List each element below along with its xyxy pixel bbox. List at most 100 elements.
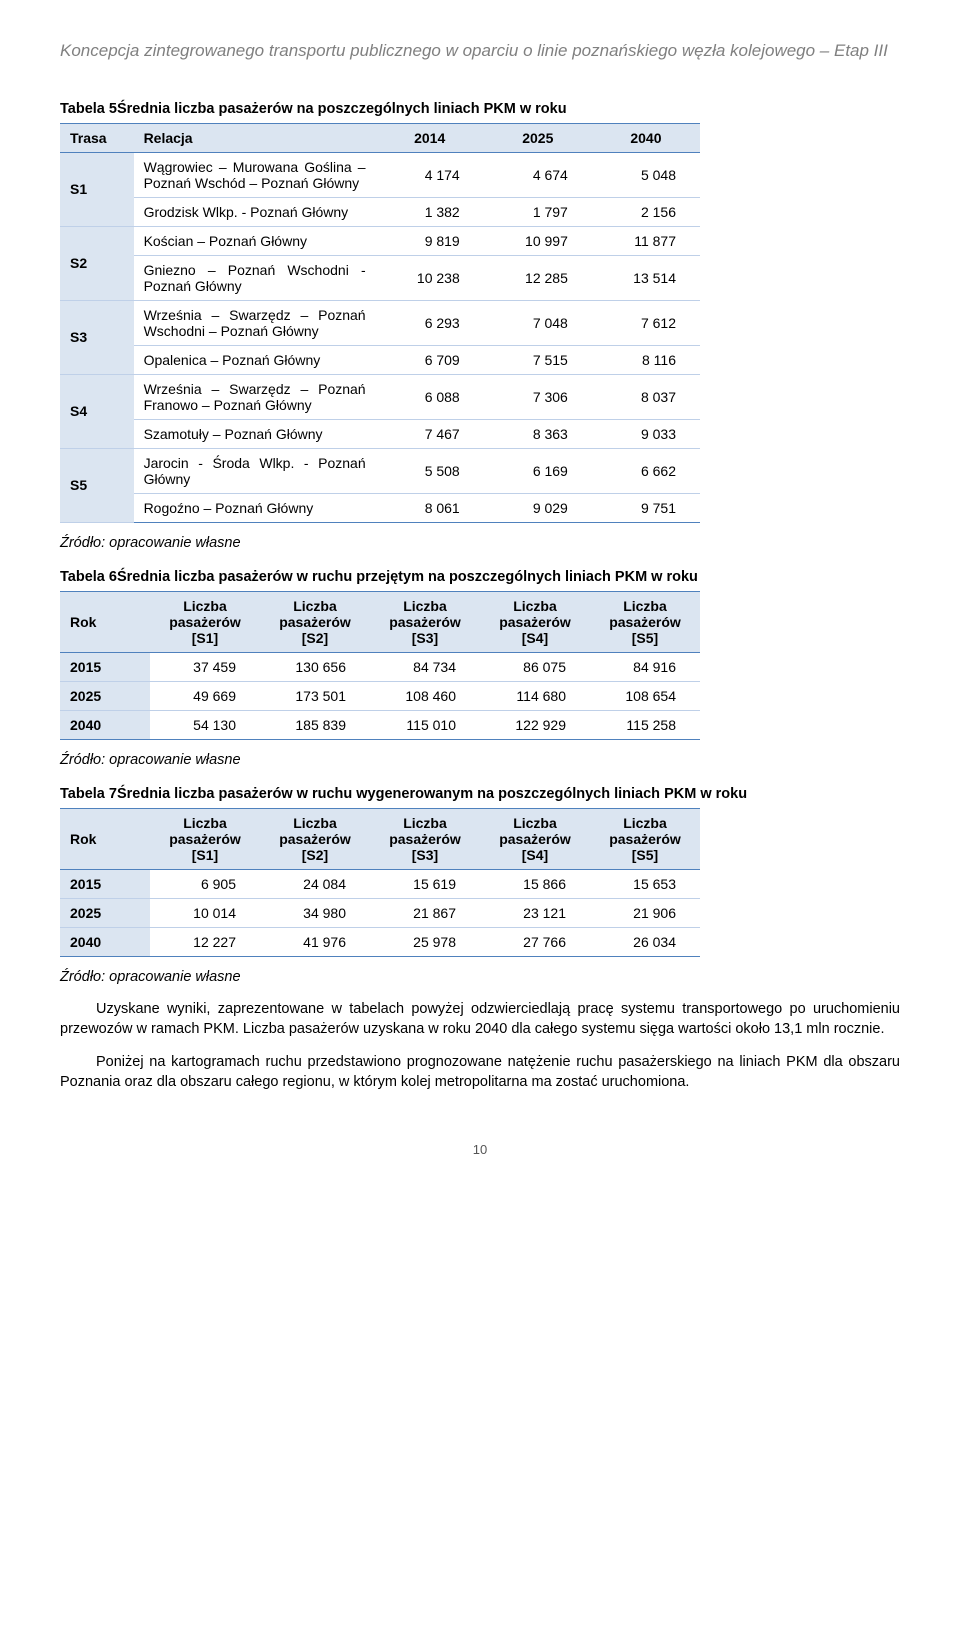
t5-value-cell: 7 467 xyxy=(376,419,484,448)
value-cell: 21 906 xyxy=(590,898,700,927)
t5-group-code: S1 xyxy=(60,152,134,226)
value-cell: 24 084 xyxy=(260,869,370,898)
t5-relacja-cell: Września – Swarzędz – Poznań Franowo – P… xyxy=(134,374,376,419)
t6-head-rok: Rok xyxy=(60,591,150,652)
t6-head-s5: Liczba pasażerów [S5] xyxy=(590,591,700,652)
t5-value-cell: 12 285 xyxy=(484,255,592,300)
t5-relacja-cell: Września – Swarzędz – Poznań Wschodni – … xyxy=(134,300,376,345)
value-cell: 21 867 xyxy=(370,898,480,927)
value-cell: 115 258 xyxy=(590,710,700,739)
t5-relacja-cell: Gniezno – Poznań Wschodni - Poznań Główn… xyxy=(134,255,376,300)
value-cell: 26 034 xyxy=(590,927,700,956)
table5-source: Źródło: opracowanie własne xyxy=(60,535,900,551)
value-cell: 84 734 xyxy=(370,652,480,681)
value-cell: 15 653 xyxy=(590,869,700,898)
t5-value-cell: 2 156 xyxy=(592,197,700,226)
t7-head-s3: Liczba pasażerów [S3] xyxy=(370,808,480,869)
t5-value-cell: 6 293 xyxy=(376,300,484,345)
paragraph-2: Poniżej na kartogramach ruchu przedstawi… xyxy=(60,1052,900,1093)
t5-value-cell: 6 662 xyxy=(592,448,700,493)
t5-group-code: S3 xyxy=(60,300,134,374)
t5-value-cell: 13 514 xyxy=(592,255,700,300)
value-cell: 108 460 xyxy=(370,681,480,710)
t5-relacja-cell: Grodzisk Wlkp. - Poznań Główny xyxy=(134,197,376,226)
t5-value-cell: 10 238 xyxy=(376,255,484,300)
value-cell: 41 976 xyxy=(260,927,370,956)
t7-head-s5: Liczba pasażerów [S5] xyxy=(590,808,700,869)
value-cell: 34 980 xyxy=(260,898,370,927)
t5-value-cell: 9 029 xyxy=(484,493,592,522)
t5-value-cell: 7 612 xyxy=(592,300,700,345)
t7-head-s1: Liczba pasażerów [S1] xyxy=(150,808,260,869)
year-cell: 2015 xyxy=(60,652,150,681)
t5-value-cell: 5 048 xyxy=(592,152,700,197)
t5-head-2040: 2040 xyxy=(592,123,700,152)
table7-caption: Tabela 7Średnia liczba pasażerów w ruchu… xyxy=(60,786,900,802)
t5-group-code: S4 xyxy=(60,374,134,448)
value-cell: 115 010 xyxy=(370,710,480,739)
document-title: Koncepcja zintegrowanego transportu publ… xyxy=(60,40,900,63)
value-cell: 15 619 xyxy=(370,869,480,898)
paragraph-1: Uzyskane wyniki, zaprezentowane w tabela… xyxy=(60,999,900,1040)
t5-relacja-cell: Kościan – Poznań Główny xyxy=(134,226,376,255)
t5-head-2014: 2014 xyxy=(376,123,484,152)
t5-group-code: S5 xyxy=(60,448,134,522)
t5-value-cell: 9 819 xyxy=(376,226,484,255)
t5-value-cell: 1 797 xyxy=(484,197,592,226)
value-cell: 25 978 xyxy=(370,927,480,956)
value-cell: 15 866 xyxy=(480,869,590,898)
t5-group-code: S2 xyxy=(60,226,134,300)
t5-value-cell: 6 169 xyxy=(484,448,592,493)
t5-value-cell: 7 048 xyxy=(484,300,592,345)
t5-head-relacja: Relacja xyxy=(134,123,376,152)
table6-source: Źródło: opracowanie własne xyxy=(60,752,900,768)
t5-relacja-cell: Wągrowiec – Murowana Goślina – Poznań Ws… xyxy=(134,152,376,197)
t5-value-cell: 8 061 xyxy=(376,493,484,522)
t6-head-s2: Liczba pasażerów [S2] xyxy=(260,591,370,652)
year-cell: 2025 xyxy=(60,898,150,927)
t5-value-cell: 8 116 xyxy=(592,345,700,374)
t5-value-cell: 6 088 xyxy=(376,374,484,419)
value-cell: 49 669 xyxy=(150,681,260,710)
value-cell: 12 227 xyxy=(150,927,260,956)
t5-relacja-cell: Szamotuły – Poznań Główny xyxy=(134,419,376,448)
value-cell: 185 839 xyxy=(260,710,370,739)
value-cell: 23 121 xyxy=(480,898,590,927)
t7-head-s2: Liczba pasażerów [S2] xyxy=(260,808,370,869)
t6-head-s3: Liczba pasażerów [S3] xyxy=(370,591,480,652)
table7: Rok Liczba pasażerów [S1] Liczba pasażer… xyxy=(60,808,700,957)
t5-value-cell: 11 877 xyxy=(592,226,700,255)
t5-value-cell: 8 037 xyxy=(592,374,700,419)
value-cell: 54 130 xyxy=(150,710,260,739)
t7-head-s4: Liczba pasażerów [S4] xyxy=(480,808,590,869)
year-cell: 2015 xyxy=(60,869,150,898)
t5-value-cell: 1 382 xyxy=(376,197,484,226)
t5-value-cell: 4 174 xyxy=(376,152,484,197)
t5-value-cell: 5 508 xyxy=(376,448,484,493)
t5-value-cell: 7 515 xyxy=(484,345,592,374)
t6-head-s1: Liczba pasażerów [S1] xyxy=(150,591,260,652)
value-cell: 86 075 xyxy=(480,652,590,681)
value-cell: 114 680 xyxy=(480,681,590,710)
value-cell: 84 916 xyxy=(590,652,700,681)
t5-head-2025: 2025 xyxy=(484,123,592,152)
year-cell: 2040 xyxy=(60,710,150,739)
value-cell: 130 656 xyxy=(260,652,370,681)
table6: Rok Liczba pasażerów [S1] Liczba pasażer… xyxy=(60,591,700,740)
t7-head-rok: Rok xyxy=(60,808,150,869)
t6-head-s4: Liczba pasażerów [S4] xyxy=(480,591,590,652)
t5-relacja-cell: Opalenica – Poznań Główny xyxy=(134,345,376,374)
t5-value-cell: 8 363 xyxy=(484,419,592,448)
value-cell: 10 014 xyxy=(150,898,260,927)
value-cell: 173 501 xyxy=(260,681,370,710)
t5-value-cell: 6 709 xyxy=(376,345,484,374)
t5-head-trasa: Trasa xyxy=(60,123,134,152)
t5-value-cell: 7 306 xyxy=(484,374,592,419)
table5-caption: Tabela 5Średnia liczba pasażerów na posz… xyxy=(60,101,900,117)
table5: Trasa Relacja 2014 2025 2040 S1Wągrowiec… xyxy=(60,123,700,523)
t5-value-cell: 9 751 xyxy=(592,493,700,522)
t5-value-cell: 9 033 xyxy=(592,419,700,448)
t5-value-cell: 10 997 xyxy=(484,226,592,255)
page-number: 10 xyxy=(60,1142,900,1157)
table7-source: Źródło: opracowanie własne xyxy=(60,969,900,985)
